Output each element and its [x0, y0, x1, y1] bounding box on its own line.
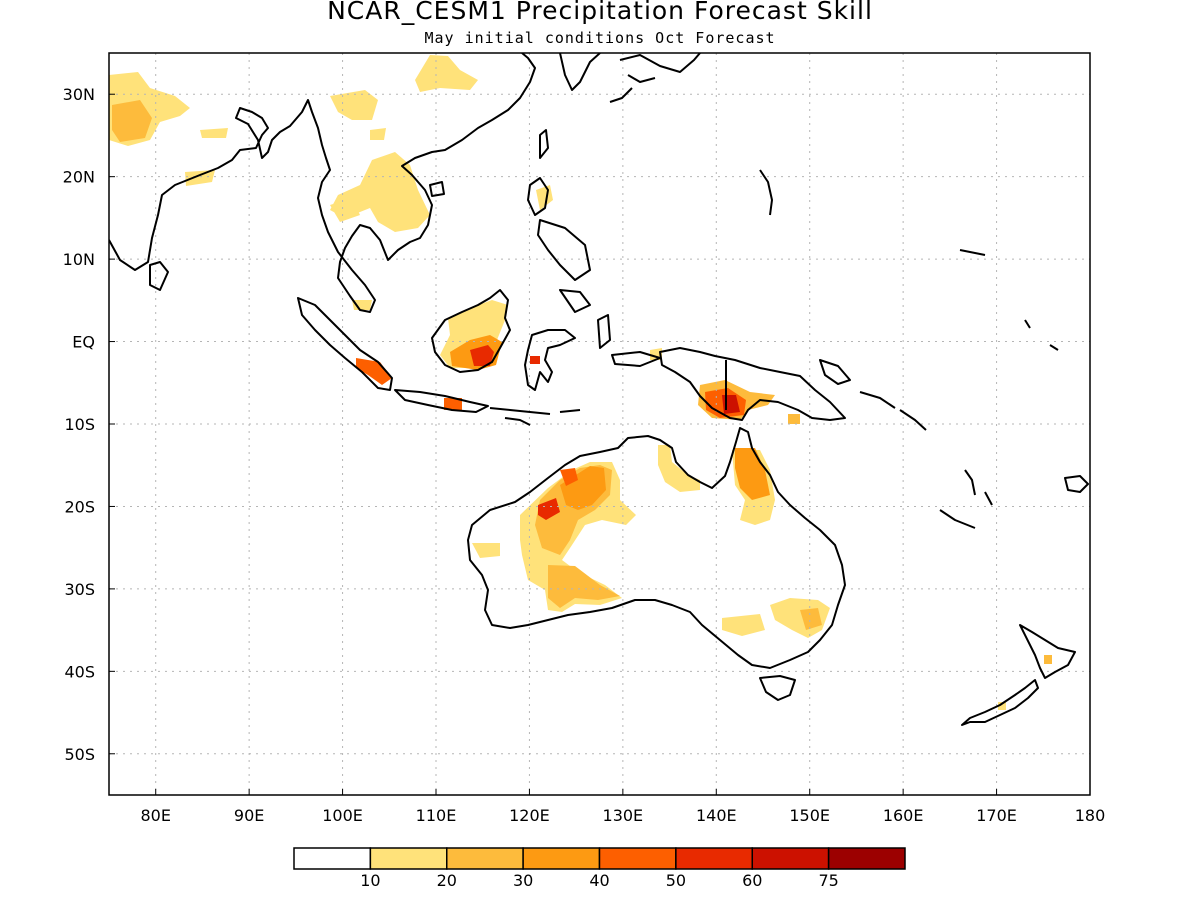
skill-area-myanmar [330, 198, 360, 222]
x-tick-label: 160E [883, 806, 924, 825]
x-tick-label: 90E [234, 806, 264, 825]
skill-area-tibet-north [415, 55, 478, 92]
skill-area-aus-kimberley-edge [538, 498, 560, 520]
coast-philippines [527, 177, 591, 313]
coast-sulawesi [524, 329, 576, 391]
coast-asia-mainland [109, 53, 536, 313]
colorbar-label: 60 [742, 871, 762, 890]
skill-area-java [444, 398, 462, 410]
skill-shading-layer [109, 55, 1052, 710]
skill-area-china [330, 90, 378, 120]
coast-new-guinea [659, 347, 846, 421]
coast-korea [559, 53, 601, 91]
colorbar-label: 50 [666, 871, 686, 890]
y-tick-label: 10N [63, 250, 95, 269]
colorbar-segment [446, 847, 524, 870]
y-tick-label: 50S [64, 745, 95, 764]
latitude-ticks: 30N 20N 10N EQ 10S 20S 30S 40S 50S [63, 85, 115, 764]
skill-area-aus-topend [658, 445, 700, 492]
colorbar-label: 40 [589, 871, 609, 890]
skill-area-india-north [185, 170, 215, 186]
skill-area-aus-nsw [770, 598, 830, 638]
coast-australia [467, 427, 846, 669]
x-tick-label: 180 [1075, 806, 1106, 825]
colorbar-segment [369, 847, 448, 870]
skill-area-nz [1044, 655, 1052, 664]
y-tick-label: 30S [64, 580, 95, 599]
map-title: NCAR_CESM1 Precipitation Forecast Skill [327, 0, 873, 25]
coast-japan [609, 53, 701, 103]
skill-area-china-2 [370, 128, 386, 140]
y-tick-label: 20N [63, 168, 95, 187]
skill-area-tibet-core [112, 100, 152, 142]
y-tick-label: 10S [64, 415, 95, 434]
coast-bismarck [819, 359, 927, 431]
x-tick-label: 100E [322, 806, 363, 825]
colorbar-segment [598, 847, 677, 870]
x-tick-label: 170E [976, 806, 1017, 825]
x-tick-label: 150E [789, 806, 830, 825]
colorbar-label: 20 [437, 871, 457, 890]
skill-area-aus-kimberley-red [560, 468, 578, 486]
coast-tasmania [759, 675, 796, 701]
colorbar-legend: 10 20 30 40 50 60 75 [293, 847, 906, 890]
x-tick-label: 130E [603, 806, 644, 825]
coast-micronesia [759, 169, 1059, 351]
x-tick-label: 110E [416, 806, 457, 825]
colorbar-label: 10 [360, 871, 380, 890]
y-tick-label: EQ [72, 333, 95, 352]
colorbar-segment [522, 847, 601, 870]
coast-sumatra [297, 297, 393, 391]
skill-area-sulawesi [530, 356, 540, 364]
x-tick-label: 80E [140, 806, 170, 825]
skill-area-aus-west-coast [472, 543, 500, 558]
skill-area-india [200, 128, 228, 138]
colorbar-segment [675, 847, 753, 870]
skill-area-png-east [788, 414, 800, 424]
y-tick-label: 20S [64, 497, 95, 516]
coast-new-zealand-north [1019, 624, 1076, 679]
coast-new-zealand-south [961, 679, 1039, 726]
coast-lesser-sunda [489, 407, 581, 426]
coast-vanuatu-fiji [939, 469, 1089, 529]
skill-area-aus-kimberley-core [560, 466, 606, 510]
y-tick-label: 40S [64, 662, 95, 681]
y-tick-label: 30N [63, 85, 95, 104]
skill-area-aus-qld-core [735, 448, 770, 500]
colorbar-segment [751, 847, 830, 870]
coast-borneo [431, 289, 511, 373]
skill-area-aus-nsw-core [800, 608, 822, 630]
colorbar-segment [827, 847, 906, 870]
map-subtitle: May initial conditions Oct Forecast [424, 29, 776, 47]
skill-area-aus-southeast [722, 614, 765, 636]
coast-java [394, 389, 489, 413]
colorbar-segment [293, 847, 372, 870]
coast-hainan [429, 181, 445, 197]
skill-area-sumatra-south [356, 358, 392, 385]
longitude-ticks: 80E 90E 100E 110E 120E 130E 140E 150E 160E 170E 18… [140, 789, 1105, 825]
skill-area-aus-center [548, 565, 620, 608]
coast-maluku [597, 314, 661, 367]
coastline-layer [109, 53, 1089, 726]
skill-area-borneo-core [470, 345, 494, 366]
colorbar-label: 75 [818, 871, 838, 890]
coast-taiwan [539, 129, 549, 159]
coast-india-south [149, 261, 169, 291]
colorbar-label: 30 [513, 871, 533, 890]
map-gridlines [109, 53, 1090, 795]
x-tick-label: 140E [696, 806, 737, 825]
x-tick-label: 120E [509, 806, 550, 825]
